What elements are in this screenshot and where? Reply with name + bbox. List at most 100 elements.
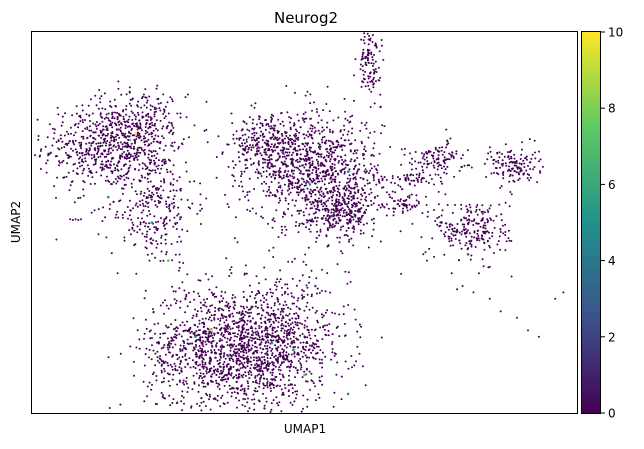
cell-point (256, 368, 259, 371)
cell-point (264, 384, 267, 387)
cell-point (150, 121, 153, 124)
cell-point (375, 183, 378, 186)
cell-point (117, 87, 120, 90)
cell-point (287, 170, 290, 173)
cell-point (182, 381, 184, 384)
cell-point (289, 180, 291, 183)
cell-point (286, 314, 289, 317)
cell-point (151, 135, 153, 138)
cell-point (443, 162, 446, 165)
cell-point (109, 203, 112, 206)
cell-point (289, 182, 292, 185)
cell-point (256, 177, 259, 179)
cell-point (368, 52, 371, 55)
cell-point (271, 348, 274, 350)
cell-point (321, 180, 324, 183)
cell-point (362, 232, 365, 235)
cell-point (180, 400, 183, 403)
cell-point (190, 405, 193, 408)
cell-point (93, 182, 96, 185)
cell-point (164, 233, 167, 236)
cell-point (148, 95, 151, 98)
cell-point (320, 177, 323, 180)
cell-point (291, 175, 294, 178)
cell-point (250, 363, 253, 366)
cell-point (164, 160, 167, 163)
cell-point (140, 174, 143, 177)
cell-point (205, 370, 208, 373)
cell-point (371, 58, 374, 61)
chart-title: Neurog2 (274, 9, 338, 27)
cell-point (445, 172, 448, 175)
cell-point (78, 152, 81, 154)
cell-point (379, 105, 382, 108)
cell-point (298, 186, 301, 189)
cell-point (272, 146, 275, 149)
cell-point (406, 209, 409, 212)
cell-point (230, 336, 232, 339)
cell-point (356, 345, 359, 348)
cell-point (148, 381, 151, 384)
cell-point (351, 187, 353, 190)
cell-point (360, 85, 363, 88)
cell-point (266, 159, 269, 162)
cell-point (353, 214, 356, 217)
cell-point (241, 329, 244, 332)
cell-point (199, 339, 202, 342)
cell-point (344, 139, 347, 142)
cell-point (216, 368, 219, 371)
cell-point (266, 329, 269, 332)
cell-point (116, 141, 119, 144)
cell-point (170, 144, 173, 147)
cell-point (131, 123, 134, 125)
cell-point (224, 378, 227, 381)
cell-point (304, 94, 307, 97)
cell-point (263, 356, 266, 358)
cell-point (330, 153, 333, 156)
cell-point (338, 159, 340, 162)
cell-point (107, 356, 110, 359)
cell-point (530, 157, 533, 160)
cell-point (233, 352, 236, 354)
cell-point (278, 401, 281, 404)
cell-point (143, 364, 146, 367)
cell-point (333, 312, 336, 315)
cell-point (476, 237, 478, 240)
cell-point (266, 291, 269, 294)
cell-point (254, 139, 257, 142)
cell-point (232, 166, 235, 169)
cell-point (516, 167, 519, 170)
cell-point (266, 350, 269, 353)
cell-point (277, 368, 280, 371)
cell-point (505, 240, 508, 243)
cell-point (129, 153, 132, 156)
cell-point (380, 336, 383, 339)
cell-point (349, 160, 352, 163)
cell-point (352, 74, 355, 77)
cell-point (254, 381, 257, 384)
cell-point (363, 184, 366, 187)
cell-point (141, 176, 144, 179)
cell-point (253, 364, 256, 367)
cell-point (213, 318, 216, 321)
cell-point (270, 340, 273, 342)
cell-point (272, 165, 274, 168)
cell-point (281, 138, 284, 141)
cell-point (346, 119, 349, 122)
cell-point (138, 200, 141, 203)
cell-point (227, 165, 230, 168)
cell-point (76, 173, 79, 175)
cell-point (355, 172, 358, 175)
cell-point (347, 194, 350, 197)
cell-point (296, 369, 299, 372)
cell-point (508, 239, 511, 242)
cell-point (424, 195, 427, 198)
cell-point (175, 402, 178, 405)
cell-point (155, 87, 158, 90)
cell-point (279, 369, 282, 372)
cell-point (359, 207, 362, 210)
cell-point (167, 380, 170, 383)
cell-point (73, 134, 75, 137)
cell-point (295, 199, 297, 202)
cell-point (232, 306, 235, 309)
